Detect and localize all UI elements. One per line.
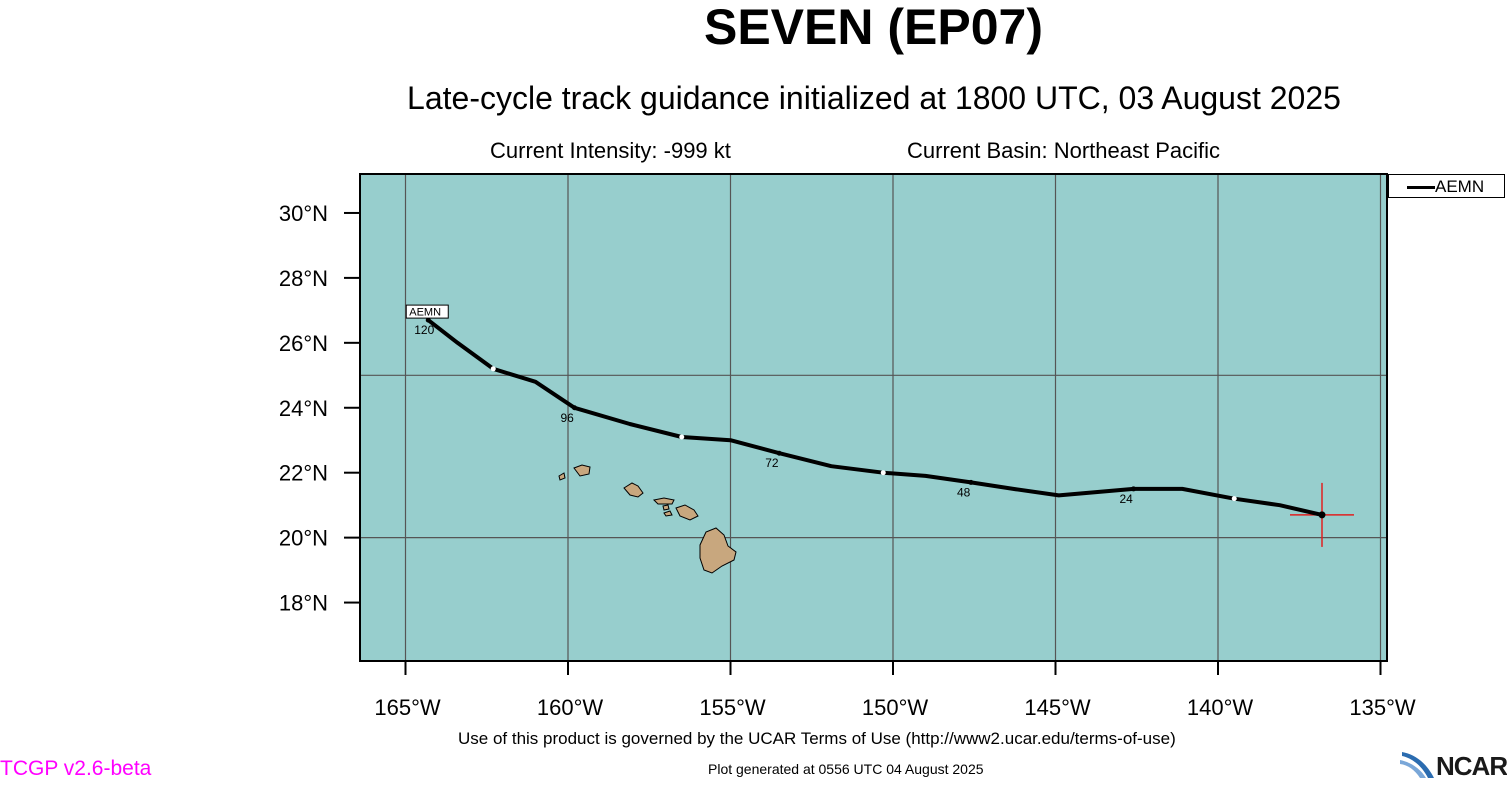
- track-end-label: AEMN: [409, 307, 441, 319]
- x-tick-label: 155°W: [699, 695, 766, 720]
- version-label: TCGP v2.6-beta: [0, 757, 152, 780]
- ocean-background: [360, 174, 1387, 661]
- island-niihau: [558, 472, 566, 481]
- track-point-120h: [425, 317, 431, 323]
- island-lanai: [662, 504, 670, 511]
- track-point-108h: [490, 366, 496, 372]
- island-kahoolawe: [663, 510, 673, 517]
- track-layer: 24 48 72 96 120 AEMN: [405, 304, 1354, 547]
- forecast-hour-label: 120: [414, 323, 434, 337]
- forecast-hour-label: 48: [957, 485, 971, 499]
- forecast-hour-label: 96: [561, 411, 575, 425]
- generated-timestamp: Plot generated at 0556 UTC 04 August 202…: [708, 761, 984, 777]
- x-tick-label: 145°W: [1024, 695, 1091, 720]
- grid-lines: [360, 174, 1387, 661]
- forecast-hour-label: 24: [1120, 492, 1134, 506]
- forecast-hour-label: 72: [765, 456, 779, 470]
- terms-of-use: Use of this product is governed by the U…: [458, 729, 1176, 748]
- track-point-12h: [1231, 496, 1237, 502]
- ncar-logo-text: NCAR: [1436, 751, 1507, 781]
- track-line-aemn: [426, 318, 1323, 517]
- island-kauai: [573, 464, 591, 477]
- track-point-96h: [572, 405, 577, 411]
- x-tick-label: 135°W: [1349, 695, 1416, 720]
- x-tick-label: 160°W: [537, 695, 604, 720]
- map-title: SEVEN (EP07): [703, 0, 1043, 55]
- x-tick-label: 140°W: [1187, 695, 1254, 720]
- x-tick-label: 165°W: [374, 695, 441, 720]
- ncar-swoosh-icon: [1400, 752, 1434, 778]
- track-point-24h: [1131, 486, 1136, 492]
- y-tick-label: 30°N: [279, 201, 328, 226]
- x-tick-label: 150°W: [862, 695, 929, 720]
- ncar-logo: NCAR: [1398, 748, 1507, 781]
- track-point-72h: [776, 450, 782, 456]
- axes: 165°W 160°W 155°W 150°W 145°W 140°W 135°W 18°N 2…: [279, 201, 1416, 720]
- island-molokai: [652, 497, 675, 505]
- map-frame: [359, 173, 1388, 662]
- legend-line-aemn: [1407, 186, 1435, 189]
- y-tick-label: 24°N: [279, 396, 328, 421]
- y-tick-label: 18°N: [279, 591, 328, 616]
- current-basin: Current Basin: Northeast Pacific: [907, 138, 1221, 163]
- track-point-initial: [1318, 511, 1326, 519]
- island-hawaii: [699, 527, 737, 574]
- track-end-label-box: [405, 304, 449, 319]
- track-point-48h: [968, 479, 974, 485]
- legend-label-aemn: AEMN: [1435, 177, 1485, 196]
- track-point-60h: [880, 470, 886, 476]
- y-tick-label: 22°N: [279, 461, 328, 486]
- legend: AEMN: [1388, 174, 1505, 198]
- y-tick-label: 20°N: [279, 526, 328, 551]
- island-maui: [675, 504, 699, 521]
- current-intensity: Current Intensity: -999 kt: [490, 138, 731, 163]
- island-oahu: [623, 482, 644, 498]
- hawaiian-islands: [558, 464, 737, 574]
- track-point-84h: [679, 434, 685, 440]
- map-subtitle: Late-cycle track guidance initialized at…: [407, 80, 1341, 116]
- y-tick-label: 28°N: [279, 266, 328, 291]
- y-tick-label: 26°N: [279, 331, 328, 356]
